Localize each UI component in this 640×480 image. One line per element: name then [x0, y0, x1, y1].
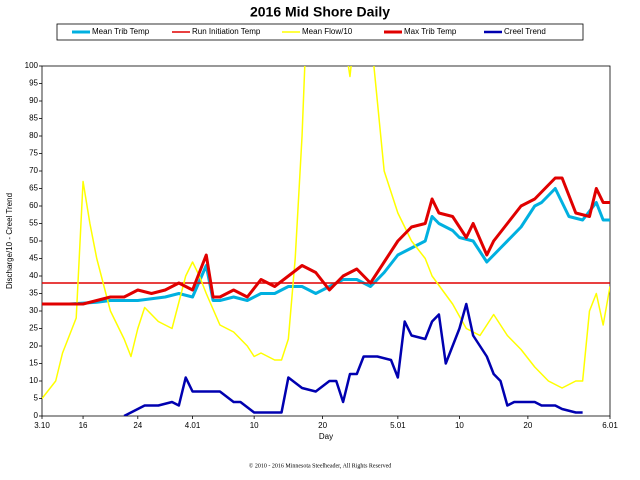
y-tick-label: 5: [34, 394, 39, 403]
x-tick-label: 4.01: [185, 421, 201, 430]
series-line: [42, 66, 610, 399]
y-axis-label: Discharge/10 - Creel Trend: [5, 193, 14, 289]
x-tick-label: 5.01: [390, 421, 406, 430]
x-axis-label: Day: [319, 432, 333, 441]
y-tick-label: 15: [29, 359, 38, 368]
y-tick-label: 0: [34, 411, 39, 420]
x-tick-label: 10: [455, 421, 464, 430]
y-tick-label: 50: [29, 236, 38, 245]
y-tick-label: 10: [29, 376, 38, 385]
x-tick-label: 10: [250, 421, 259, 430]
x-tick-label: 6.01: [602, 421, 618, 430]
y-tick-label: 90: [29, 96, 38, 105]
x-tick-label: 20: [318, 421, 327, 430]
plot-frame: [41, 65, 611, 417]
x-tick-label: 20: [523, 421, 532, 430]
y-tick-label: 55: [29, 219, 38, 228]
y-tick-label: 85: [29, 114, 38, 123]
legend-label: Mean Flow/10: [302, 27, 353, 36]
y-tick-label: 80: [29, 131, 38, 140]
y-tick-label: 100: [25, 61, 39, 70]
x-tick-label: 24: [133, 421, 142, 430]
y-tick-label: 65: [29, 184, 38, 193]
series-line: [42, 187, 610, 306]
legend-label: Run Initiation Temp: [192, 27, 261, 36]
legend-label: Creel Trend: [504, 27, 546, 36]
y-tick-label: 60: [29, 201, 38, 210]
y-tick-label: 20: [29, 341, 38, 350]
y-tick-label: 75: [29, 149, 38, 158]
series-line: [123, 302, 583, 416]
y-tick-label: 95: [29, 79, 38, 88]
y-tick-label: 70: [29, 166, 38, 175]
x-tick-label: 3.10: [34, 421, 50, 430]
y-tick-label: 35: [29, 289, 38, 298]
footer: © 2010 - 2016 Minnesota Steelheader, All…: [249, 462, 391, 469]
x-tick-label: 16: [79, 421, 88, 430]
y-tick-label: 40: [29, 271, 38, 280]
chart-title: 2016 Mid Shore Daily: [250, 4, 390, 20]
series-line: [42, 176, 610, 306]
legend-box: [56, 23, 584, 41]
plot-area: [42, 66, 610, 416]
y-tick-label: 30: [29, 306, 38, 315]
y-tick-label: 45: [29, 254, 38, 263]
legend-label: Mean Trib Temp: [92, 27, 150, 36]
legend-label: Max Trib Temp: [404, 27, 457, 36]
y-tick-label: 25: [29, 324, 38, 333]
